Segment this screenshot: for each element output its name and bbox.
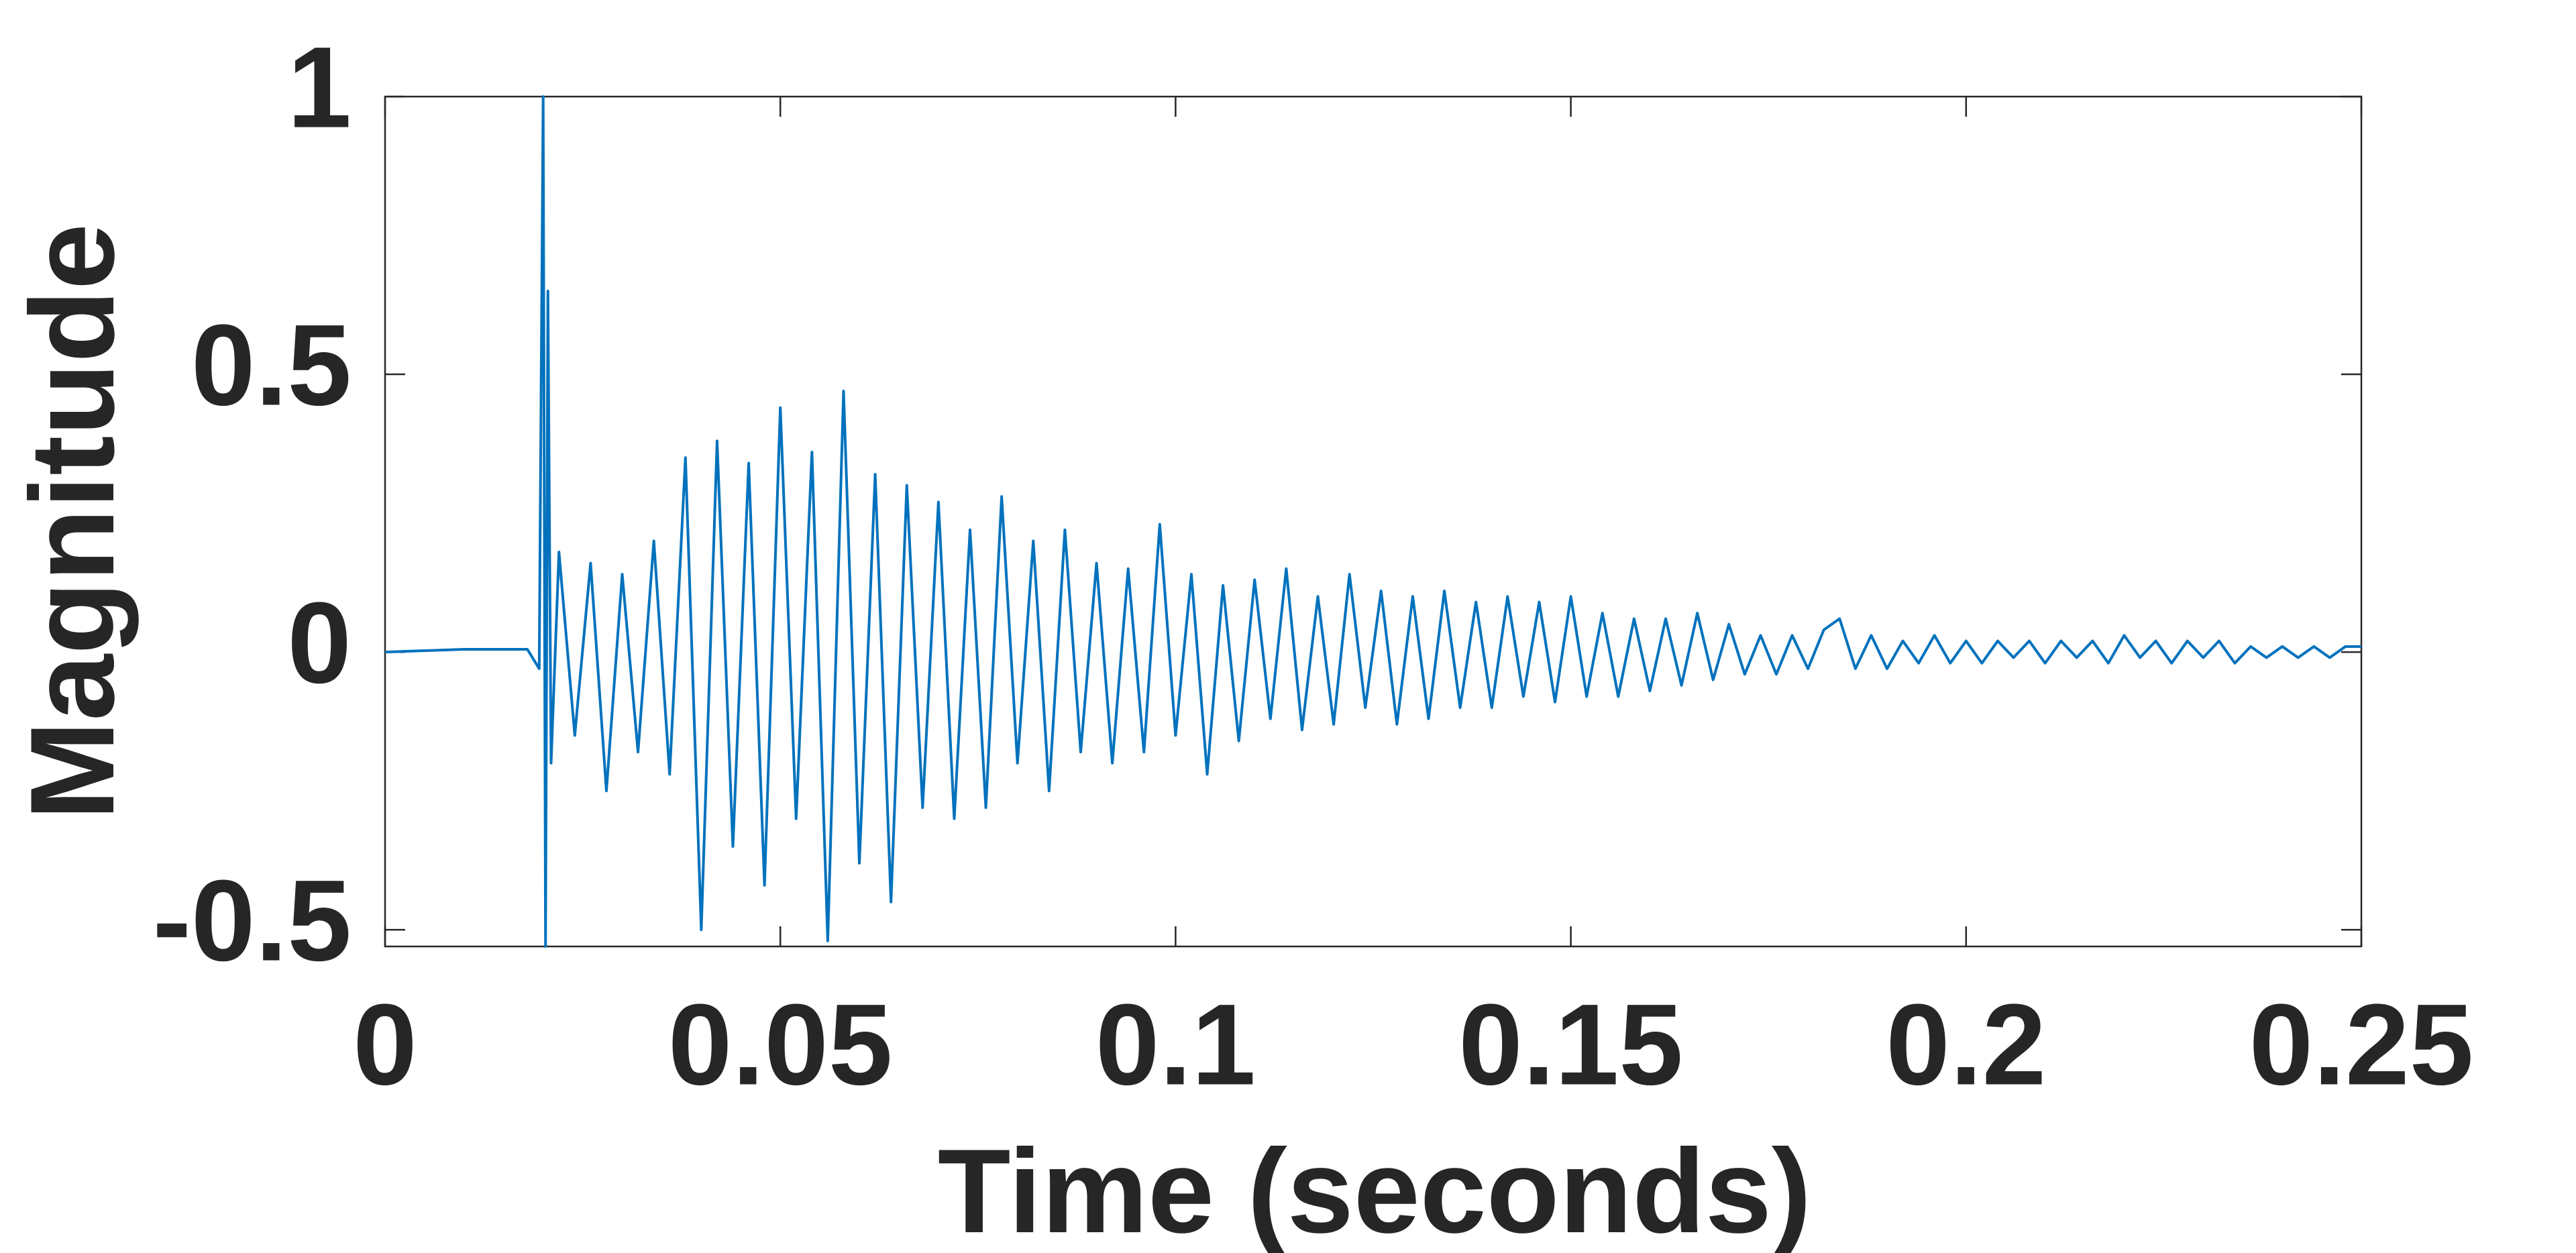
- x-tick-label: 0: [353, 980, 417, 1109]
- signal-line: [384, 95, 2361, 948]
- x-tick-label: 0.05: [668, 980, 893, 1109]
- x-tick-label: 0.1: [1095, 980, 1256, 1109]
- y-tick-label: 0.5: [191, 301, 352, 429]
- x-tick-label: 0.15: [1458, 980, 1683, 1109]
- plot-frame: [384, 95, 2363, 948]
- y-tick-label: 1: [287, 23, 352, 152]
- x-tick-label: 0.25: [2249, 980, 2474, 1109]
- y-axis-label: Magnitude: [5, 223, 139, 820]
- x-axis-label: Time (seconds): [938, 1124, 1811, 1253]
- y-tick-label: 0: [287, 579, 352, 708]
- y-tick-label: -0.5: [153, 857, 352, 985]
- x-tick-label: 0.2: [1886, 980, 2046, 1109]
